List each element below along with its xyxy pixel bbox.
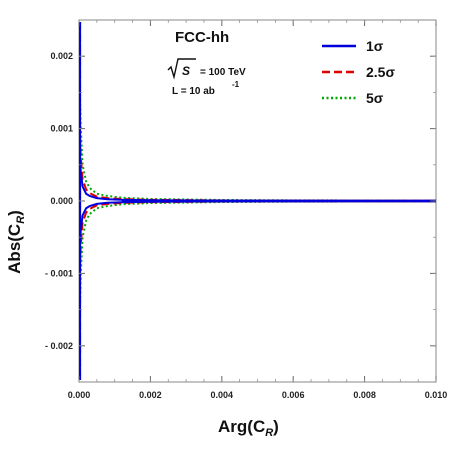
y-axis-title: Abs(CR) <box>5 210 27 274</box>
annotation-block: FCC-hh S = 100 TeV L = 10 ab -1 <box>167 29 246 97</box>
series-curve-upper <box>79 99 437 202</box>
x-tick-label: 0.002 <box>139 390 162 400</box>
lumi-label: L = 10 ab <box>172 86 215 97</box>
collider-label: FCC-hh <box>175 29 229 46</box>
x-axis-title: Arg(CR) <box>218 417 279 439</box>
legend-label-1: 1σ <box>366 38 384 54</box>
sqrt-symbol <box>167 58 196 80</box>
y-tick-label: 0.000 <box>50 196 73 206</box>
y-tick-label: - 0.001 <box>45 268 73 278</box>
legend-label-3: 5σ <box>366 90 384 106</box>
lumi-exponent: -1 <box>232 80 240 89</box>
x-tick-label: 0.004 <box>211 390 234 400</box>
energy-sqrt-label: S <box>182 64 190 78</box>
y-tick-label: - 0.002 <box>45 341 73 351</box>
axes: 0.000 0.002 0.004 0.006 0.008 0.010 - 0.002 - 0… <box>45 19 448 400</box>
x-tick-label: 0.000 <box>68 390 91 400</box>
x-tick-label: 0.008 <box>353 390 376 400</box>
series-curve-lower <box>79 200 437 303</box>
y-tick-label: 0.001 <box>50 124 73 134</box>
x-tick-label: 0.010 <box>425 390 448 400</box>
legend-label-2: 2.5σ <box>366 64 395 80</box>
legend: 1σ 2.5σ 5σ <box>322 38 395 106</box>
series-1 <box>79 22 437 380</box>
y-tick-label: 0.002 <box>50 51 73 61</box>
energy-value-label: = 100 TeV <box>200 67 246 78</box>
series-lines <box>79 22 437 380</box>
x-tick-label: 0.006 <box>282 390 305 400</box>
